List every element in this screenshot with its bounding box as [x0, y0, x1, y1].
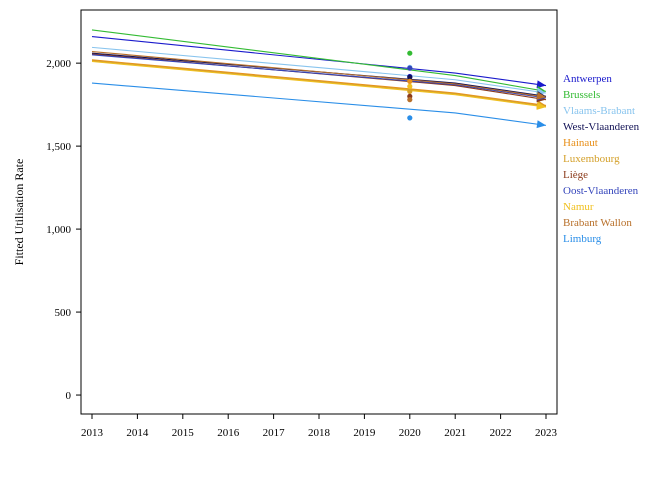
legend-item: Liège — [563, 169, 588, 181]
legend-item: Hainaut — [563, 137, 598, 149]
series-point — [407, 83, 413, 89]
legend-item: Brabant Wallon — [563, 217, 632, 229]
y-tick-label: 0 — [66, 390, 72, 402]
legend-item: Oost-Vlaanderen — [563, 185, 639, 197]
series-line — [91, 60, 547, 108]
y-tick-label: 1,000 — [46, 224, 71, 236]
series-line — [91, 59, 547, 107]
y-axis-title: Fitted Utilisation Rate — [12, 159, 26, 266]
legend-item: Luxembourg — [563, 153, 620, 165]
series-point — [407, 50, 413, 56]
series-point — [407, 74, 413, 80]
x-tick-label: 2018 — [308, 427, 331, 439]
legend-item: Limburg — [563, 233, 602, 245]
x-tick-label: 2017 — [263, 427, 286, 439]
x-axis: 2013 2014 2015 2016 2017 2018 2019 2020 2021 2022… — [81, 414, 558, 439]
y-tick-label: 2,000 — [46, 58, 71, 70]
series-point — [407, 65, 413, 71]
x-tick-label: 2022 — [490, 427, 512, 439]
series-lines — [91, 29, 547, 129]
series-arrowhead — [536, 80, 546, 89]
legend-item: Antwerpen — [563, 73, 612, 85]
legend: Antwerpen Brussels Vlaams-Brabant West-Vlaa… — [563, 73, 640, 245]
series-line — [91, 29, 547, 92]
y-axis: 0 500 1,000 1,500 2,000 — [46, 58, 81, 402]
legend-item: Vlaams-Brabant — [563, 105, 635, 117]
x-tick-label: 2020 — [399, 427, 422, 439]
series-line — [91, 50, 547, 98]
legend-item: Namur — [563, 201, 594, 213]
series-arrowhead — [536, 120, 546, 129]
x-tick-label: 2014 — [126, 427, 149, 439]
series-point — [407, 88, 413, 94]
x-tick-label: 2016 — [217, 427, 240, 439]
series-point — [407, 97, 413, 103]
x-tick-label: 2021 — [444, 427, 466, 439]
series-line — [91, 82, 547, 126]
series-line — [91, 52, 547, 97]
x-tick-label: 2013 — [81, 427, 104, 439]
x-tick-label: 2023 — [535, 427, 558, 439]
y-tick-label: 1,500 — [46, 141, 71, 153]
series-arrowhead — [536, 101, 546, 110]
x-tick-label: 2019 — [353, 427, 376, 439]
series-arrowhead — [536, 91, 546, 100]
x-tick-label: 2015 — [172, 427, 195, 439]
series-line — [91, 46, 547, 94]
legend-item: Brussels — [563, 89, 600, 101]
series-points — [407, 50, 413, 121]
legend-item: West-Vlaanderen — [563, 121, 640, 133]
series-line — [91, 36, 547, 87]
series-point — [407, 78, 413, 85]
series-line — [91, 54, 547, 99]
series-line — [91, 60, 547, 107]
series-point — [407, 115, 413, 121]
plot-area-frame — [80, 9, 558, 415]
y-tick-label: 500 — [55, 307, 72, 319]
